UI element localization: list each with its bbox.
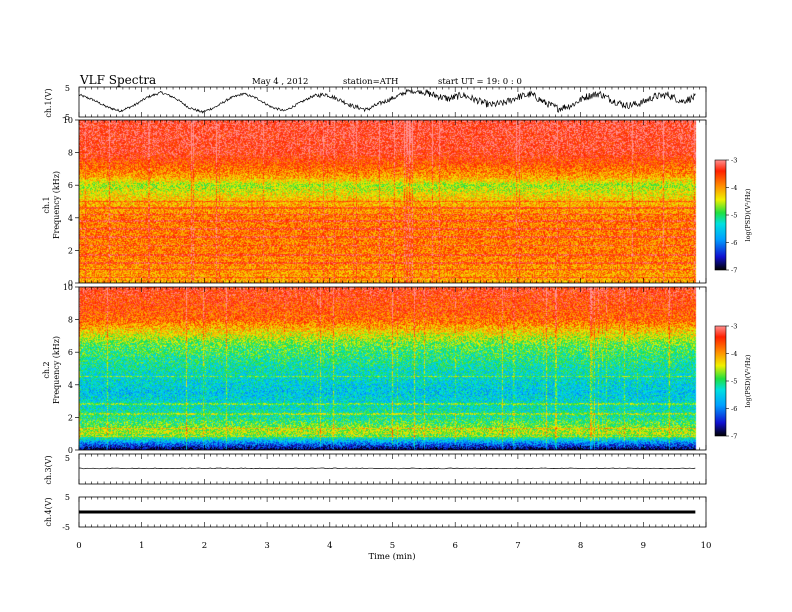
frequency-tick-label: 4 <box>68 381 73 390</box>
ch3-waveform-panel: 5 ch.3(V) <box>44 453 707 485</box>
time-tick-label: 4 <box>327 541 332 551</box>
ch4-ytick-5: 5 <box>65 493 70 502</box>
ch1-waveform-ylabel: ch.1(V) <box>44 88 53 117</box>
ch1-colorbar-label: log(PSD)(V²/Hz) <box>744 188 752 241</box>
time-tick-label: 10 <box>701 541 712 551</box>
time-tick-label: 6 <box>452 541 457 551</box>
ch1-spectrogram-image <box>79 120 706 283</box>
colorbar-tick-label: -4 <box>731 350 737 358</box>
ch3-waveform-line <box>78 467 696 470</box>
frequency-tick-label: 0 <box>68 279 73 288</box>
ch2-frequency-ticks: 0 2 4 6 8 10 <box>63 283 79 455</box>
time-axis-ticks: 0 1 2 3 4 5 6 7 8 9 10 <box>76 87 711 551</box>
start-time-label: start UT = 19: 0 : 0 <box>438 77 522 87</box>
ch4-waveform-ylabel: ch.4(V) <box>44 497 53 526</box>
frequency-tick-label: 8 <box>68 149 73 158</box>
station-label: station=ATH <box>343 77 398 87</box>
ch3-waveform-ylabel: ch.3(V) <box>44 455 53 484</box>
ch4-waveform-panel: 5 -5 ch.4(V) <box>44 493 707 532</box>
colorbar-tick-label: -3 <box>731 323 737 331</box>
time-tick-label: 3 <box>264 541 269 551</box>
figure-title: VLF Spectra <box>79 73 156 87</box>
frequency-tick-label: 2 <box>68 246 73 255</box>
colorbar-tick-label: -4 <box>731 184 737 192</box>
ch2-colorbar-ticks: -3 -4 -5 -6 -7 <box>726 323 737 441</box>
ch1-frequency-ylabel: Frequency (kHz) <box>52 171 61 239</box>
time-tick-label: 0 <box>76 541 81 551</box>
ch2-channel-label: ch.2 <box>42 361 51 378</box>
time-axis-xlabel: Time (min) <box>368 551 415 562</box>
time-tick-label: 9 <box>641 541 646 551</box>
frequency-tick-label: 4 <box>68 214 73 223</box>
colorbar-tick-label: -7 <box>731 267 737 275</box>
time-tick-label: 1 <box>139 541 144 551</box>
frequency-tick-label: 2 <box>68 413 73 422</box>
ch1-channel-label: ch.1 <box>42 196 51 213</box>
frequency-tick-label: 6 <box>68 181 73 190</box>
date-label: May 4 , 2012 <box>252 77 308 87</box>
ch3-ytick-5: 5 <box>65 454 70 463</box>
time-tick-label: 7 <box>515 541 520 551</box>
ch1-waveform-line <box>78 88 696 114</box>
ch1-spectrogram-panel: 0 2 4 6 8 10 ch.1 Frequency (kHz) <box>42 116 707 288</box>
colorbar-tick-label: -6 <box>731 239 737 247</box>
time-tick-label: 2 <box>202 541 207 551</box>
ch1-ytick-neg5: -5 <box>62 113 70 122</box>
ch2-colorbar-label: log(PSD)(V²/Hz) <box>744 354 752 407</box>
ch2-colorbar-gradient <box>714 325 727 437</box>
ch1-colorbar-gradient <box>714 159 727 271</box>
ch1-waveform-trace <box>78 88 696 114</box>
frequency-tick-label: 8 <box>68 316 73 325</box>
ch4-ytick-neg5: -5 <box>62 523 70 532</box>
ch2-spectrogram-image <box>79 287 706 450</box>
frequency-tick-label: 0 <box>68 446 73 455</box>
colorbar-tick-label: -6 <box>731 405 737 413</box>
ch1-waveform-panel: 5 -5 ch.1(V) <box>44 84 707 122</box>
colorbar-tick-label: -5 <box>731 212 737 220</box>
ch2-frequency-ylabel: Frequency (kHz) <box>52 336 61 404</box>
ch2-colorbar: -3 -4 -5 -6 -7 log(PSD)(V²/Hz) <box>714 323 752 441</box>
ch1-frequency-ticks: 0 2 4 6 8 10 <box>63 116 79 288</box>
ch1-colorbar-ticks: -3 -4 -5 -6 -7 <box>726 157 737 275</box>
ch1-colorbar: -3 -4 -5 -6 -7 log(PSD)(V²/Hz) <box>714 157 752 275</box>
time-tick-label: 8 <box>578 541 583 551</box>
frequency-tick-label: 10 <box>63 283 73 292</box>
time-tick-label: 5 <box>390 541 395 551</box>
colorbar-tick-label: -5 <box>731 378 737 386</box>
ch3-waveform-trace <box>78 467 696 470</box>
colorbar-tick-label: -7 <box>731 433 737 441</box>
ch2-spectrogram-panel: 0 2 4 6 8 10 ch.2 Frequency (kHz) <box>42 283 707 455</box>
frequency-tick-label: 10 <box>63 116 73 125</box>
ch1-ytick-5: 5 <box>65 84 70 93</box>
frequency-tick-label: 6 <box>68 348 73 357</box>
colorbar-tick-label: -3 <box>731 157 737 165</box>
